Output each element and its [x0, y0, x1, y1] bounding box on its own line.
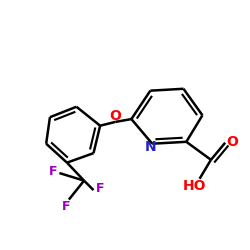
Text: F: F: [48, 166, 57, 178]
Text: HO: HO: [183, 179, 206, 193]
Text: O: O: [226, 134, 238, 148]
Text: F: F: [96, 182, 104, 196]
Text: O: O: [109, 109, 121, 123]
Text: N: N: [145, 140, 157, 154]
Text: F: F: [62, 200, 71, 213]
